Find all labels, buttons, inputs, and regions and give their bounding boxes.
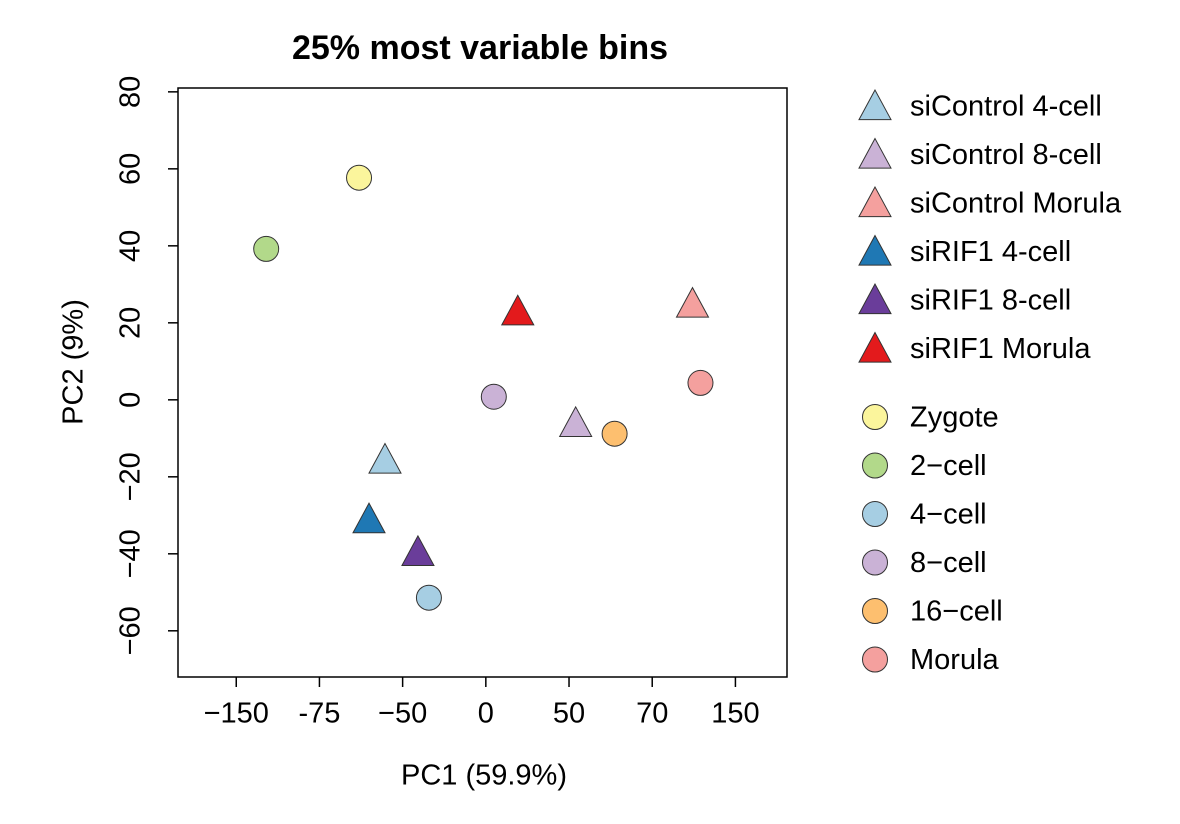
legend-label: siControl Morula [910,188,1122,220]
x-tick-label: −50 [378,698,427,730]
legend-label: siRIF1 8-cell [910,285,1071,317]
data-point [253,235,280,262]
y-tick-label: −60 [115,606,147,655]
y-tick-label: 20 [115,307,147,339]
data-point [601,420,628,447]
y-tick-label: 0 [115,392,147,408]
x-tick-label: 70 [636,698,668,730]
chart-title: 25% most variable bins [292,29,668,67]
data-point [500,294,535,326]
data-point [352,502,386,534]
legend-label: siRIF1 Morula [910,333,1091,365]
legend-symbol [858,137,892,169]
legend-label: Morula [910,644,1000,676]
x-tick-label: 150 [711,698,759,730]
data-point [687,369,714,396]
legend-symbol [858,234,892,266]
legend-label: 16−cell [910,596,1003,628]
legend-symbol [862,598,888,624]
legend-symbol [858,185,892,218]
x-tick-label: 50 [553,698,585,730]
y-tick-label: −20 [115,452,147,501]
y-tick-label: 80 [115,76,147,108]
x-tick-label: 0 [478,698,494,730]
legend-symbol [862,404,888,430]
data-point [415,584,442,611]
plot-frame [177,87,788,678]
y-tick-label: 40 [115,230,147,262]
data-point [675,286,710,318]
legend-symbol [858,88,892,121]
y-tick-label: 60 [115,153,147,185]
legend-symbol [862,452,888,479]
y-axis-label: PC2 (9%) [58,299,90,425]
y-tick-label: −40 [115,529,147,578]
data-point [368,442,402,474]
legend-label: 4−cell [910,499,987,531]
x-tick-label: −150 [204,698,269,730]
x-tick-label: -75 [298,698,340,730]
legend-label: 2−cell [910,450,987,482]
legend-label: siControl 8-cell [910,139,1102,171]
legend-symbol [858,331,892,363]
legend-label: 8−cell [910,547,987,579]
legend-symbol [862,646,888,673]
legend-label: siControl 4-cell [910,91,1102,123]
legend-symbol [862,501,888,527]
legend-symbol [858,282,892,315]
x-axis-label: PC1 (59.9%) [401,760,567,792]
legend-label: siRIF1 4-cell [910,236,1071,268]
data-point [480,383,507,410]
data-point [346,164,373,191]
data-point [401,534,435,566]
legend-symbol [862,549,888,576]
data-point [558,405,593,438]
legend-label: Zygote [910,402,999,434]
